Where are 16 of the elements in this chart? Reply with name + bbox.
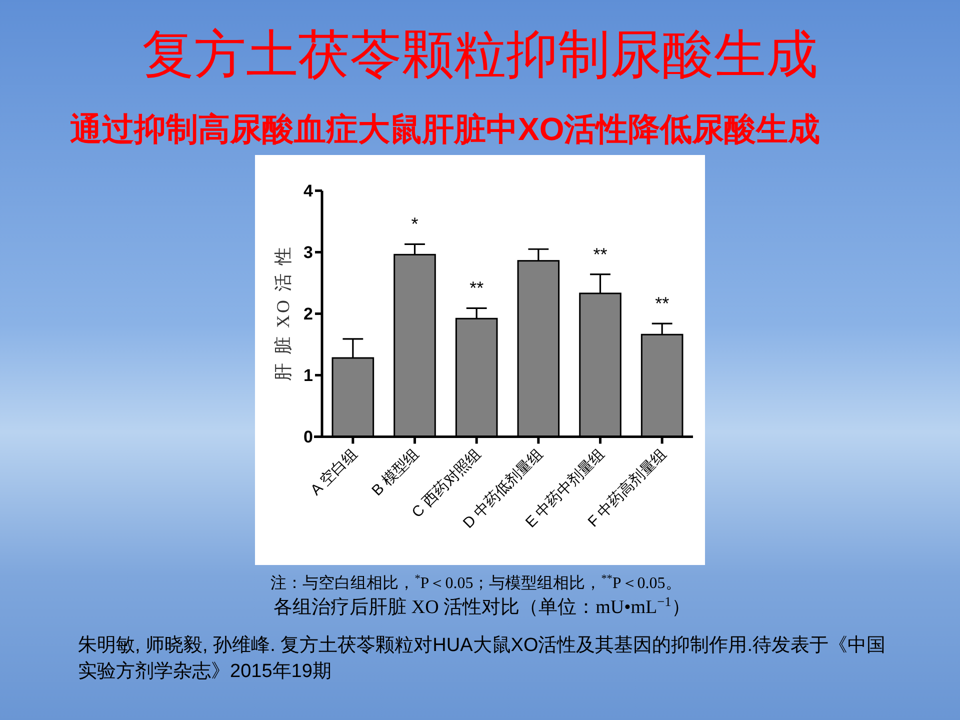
y-tick-label: 4 — [304, 182, 314, 201]
y-tick-label: 2 — [304, 304, 313, 324]
x-tick-label: A 空白组 — [307, 446, 361, 499]
annotation: ** — [593, 244, 608, 264]
chart-subtitle: 通过抑制高尿酸血症大鼠肝脏中XO活性降低尿酸生成 — [70, 111, 820, 147]
text: 注：与空白组相比，$^{*}$P＜0.05；与模型组相比，$^{**}$P＜0.05。 — [270, 573, 682, 592]
annotation: ** — [470, 278, 484, 298]
text: 各组治疗后肝脏 XO 活性对比（单位：mU•mL$^{−1}$） — [274, 594, 690, 618]
annotation: ** — [655, 294, 670, 314]
chart-title: 复方土茯苓颗粒抑制尿酸生成 — [142, 27, 818, 84]
y-axis-title: 肝 脏 XO 活 性 — [273, 245, 293, 381]
y-tick-label: 0 — [304, 428, 313, 447]
y-tick-label: 3 — [304, 243, 313, 262]
annotation: * — [411, 214, 418, 234]
y-tick-label: 1 — [304, 366, 313, 386]
text: 朱明敏, 师晓毅, 孙维峰. 复方土茯苓颗粒对HUA大鼠XO活性及其基因的抑制作用.待发表于《中国实验方剂学杂志》2015年19期 — [78, 634, 887, 684]
